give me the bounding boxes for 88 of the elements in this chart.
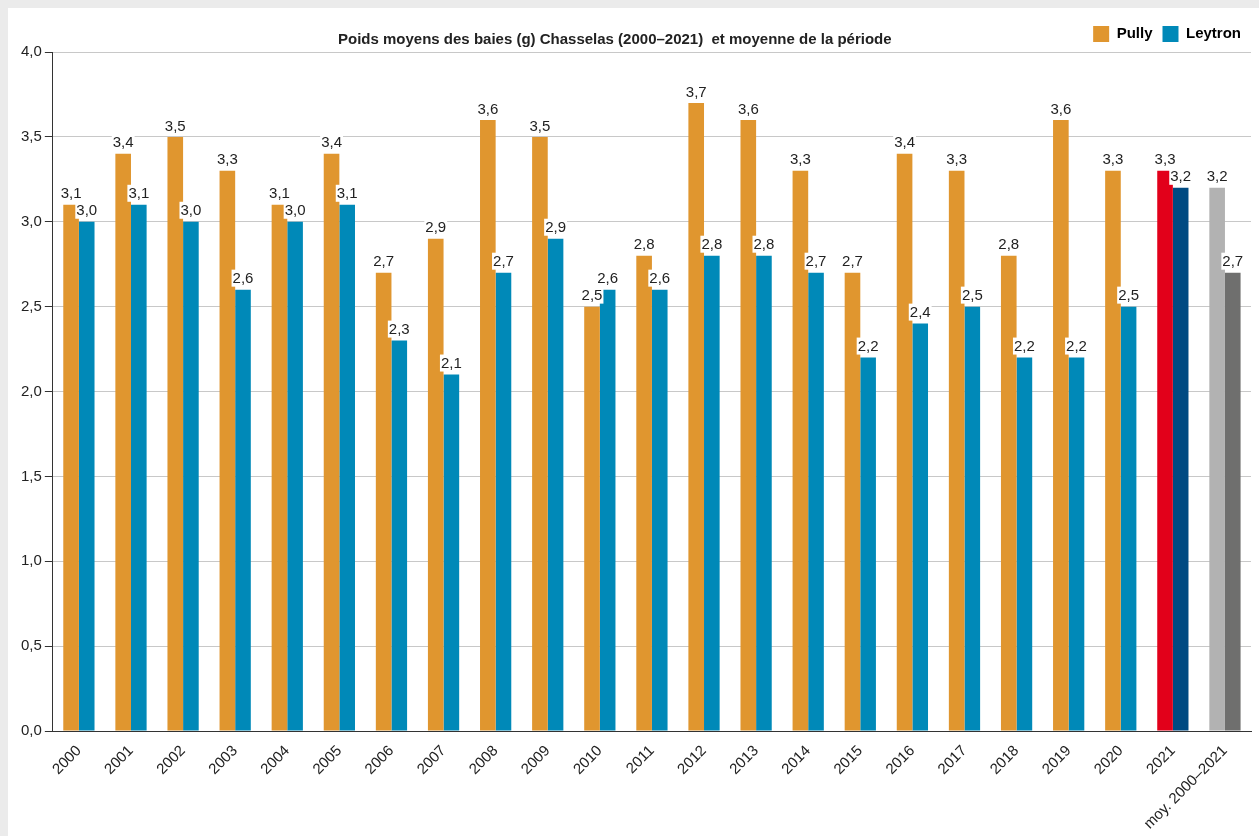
y-tick-label: 1,5	[20, 466, 42, 484]
y-tick-label: 3,0	[20, 211, 42, 229]
data-label: 3,6	[1050, 99, 1072, 117]
bar	[756, 255, 772, 731]
data-label: 2,7	[1222, 252, 1244, 270]
data-label: 2,7	[805, 252, 827, 270]
data-label: 2,8	[998, 235, 1020, 253]
bar	[704, 255, 720, 731]
bar	[1105, 170, 1121, 731]
bar	[1157, 170, 1173, 731]
bar	[651, 289, 668, 731]
bar	[532, 136, 548, 731]
data-label: 2,2	[857, 337, 879, 355]
data-label: 2,8	[701, 235, 723, 253]
bar	[1224, 272, 1241, 731]
y-tick-label: 3,5	[20, 127, 42, 145]
bar	[636, 255, 652, 731]
data-label: 3,0	[284, 201, 306, 219]
data-label: 2,8	[633, 235, 655, 253]
legend-label: Leytron	[1186, 24, 1242, 42]
data-label: 3,7	[685, 82, 707, 100]
data-label: 3,1	[336, 184, 358, 202]
bar	[964, 306, 981, 731]
data-label: 2,7	[373, 252, 395, 270]
data-label: 2,5	[581, 286, 603, 304]
data-label: 3,3	[789, 150, 811, 168]
data-label: 2,6	[232, 269, 254, 287]
bar	[339, 204, 355, 731]
data-label: 2,7	[493, 252, 514, 270]
data-label: 3,1	[128, 184, 150, 202]
data-label: 2,9	[425, 218, 447, 236]
bar	[130, 204, 147, 731]
data-label: 3,1	[60, 184, 82, 202]
data-label: 2,5	[1118, 286, 1140, 304]
data-label: 2,6	[649, 269, 671, 287]
chart-title: Poids moyens des baies (g) Chasselas (2000–2021) et moyenne de la période	[338, 30, 892, 47]
bar	[391, 340, 408, 731]
bar	[912, 323, 929, 731]
bar	[808, 272, 824, 731]
data-label: 2,4	[909, 303, 931, 321]
bar	[63, 204, 79, 731]
data-label: 3,4	[112, 133, 134, 151]
data-label: 3,3	[216, 150, 238, 168]
data-label: 3,0	[76, 201, 98, 219]
bar	[547, 238, 564, 731]
data-label: 2,7	[842, 252, 863, 270]
bar	[860, 357, 876, 731]
bar	[1016, 357, 1033, 731]
data-label: 2,2	[1066, 337, 1087, 355]
data-label: 3,5	[164, 116, 186, 134]
data-label: 3,1	[269, 184, 290, 202]
bar	[78, 221, 95, 731]
y-tick-label: 1,0	[20, 551, 42, 569]
data-label: 3,4	[894, 133, 916, 151]
data-label: 3,2	[1170, 167, 1192, 185]
y-tick-label: 2,0	[20, 381, 42, 399]
y-tick-label: 4,0	[20, 42, 42, 60]
y-tick-label: 0,0	[20, 721, 42, 739]
data-label: 3,3	[1154, 150, 1176, 168]
bar	[1172, 187, 1189, 731]
data-label: 2,3	[388, 320, 410, 338]
bar	[1209, 187, 1225, 731]
y-tick-label: 0,5	[20, 636, 42, 654]
data-label: 3,0	[180, 201, 202, 219]
bar	[115, 153, 131, 731]
legend-label: Pully	[1116, 24, 1154, 42]
data-label: 3,3	[1102, 150, 1124, 168]
data-label: 2,2	[1013, 337, 1035, 355]
y-tick-label: 2,5	[20, 296, 42, 314]
bar	[495, 272, 512, 731]
data-label: 2,1	[440, 354, 462, 372]
bar	[443, 374, 460, 731]
data-label: 3,2	[1206, 167, 1228, 185]
data-label: 2,5	[961, 286, 983, 304]
data-label: 3,6	[737, 99, 759, 117]
bar	[584, 306, 600, 731]
data-label: 3,3	[946, 150, 968, 168]
data-label: 2,9	[545, 218, 566, 236]
data-label: 3,6	[477, 99, 499, 117]
bar	[287, 221, 303, 731]
bar	[1120, 306, 1137, 731]
data-label: 3,5	[529, 116, 551, 134]
bar	[183, 221, 199, 731]
bar	[235, 289, 251, 731]
data-label: 2,6	[597, 269, 619, 287]
bar	[1068, 357, 1085, 731]
data-label: 2,8	[753, 235, 775, 253]
data-label: 3,4	[321, 133, 342, 151]
